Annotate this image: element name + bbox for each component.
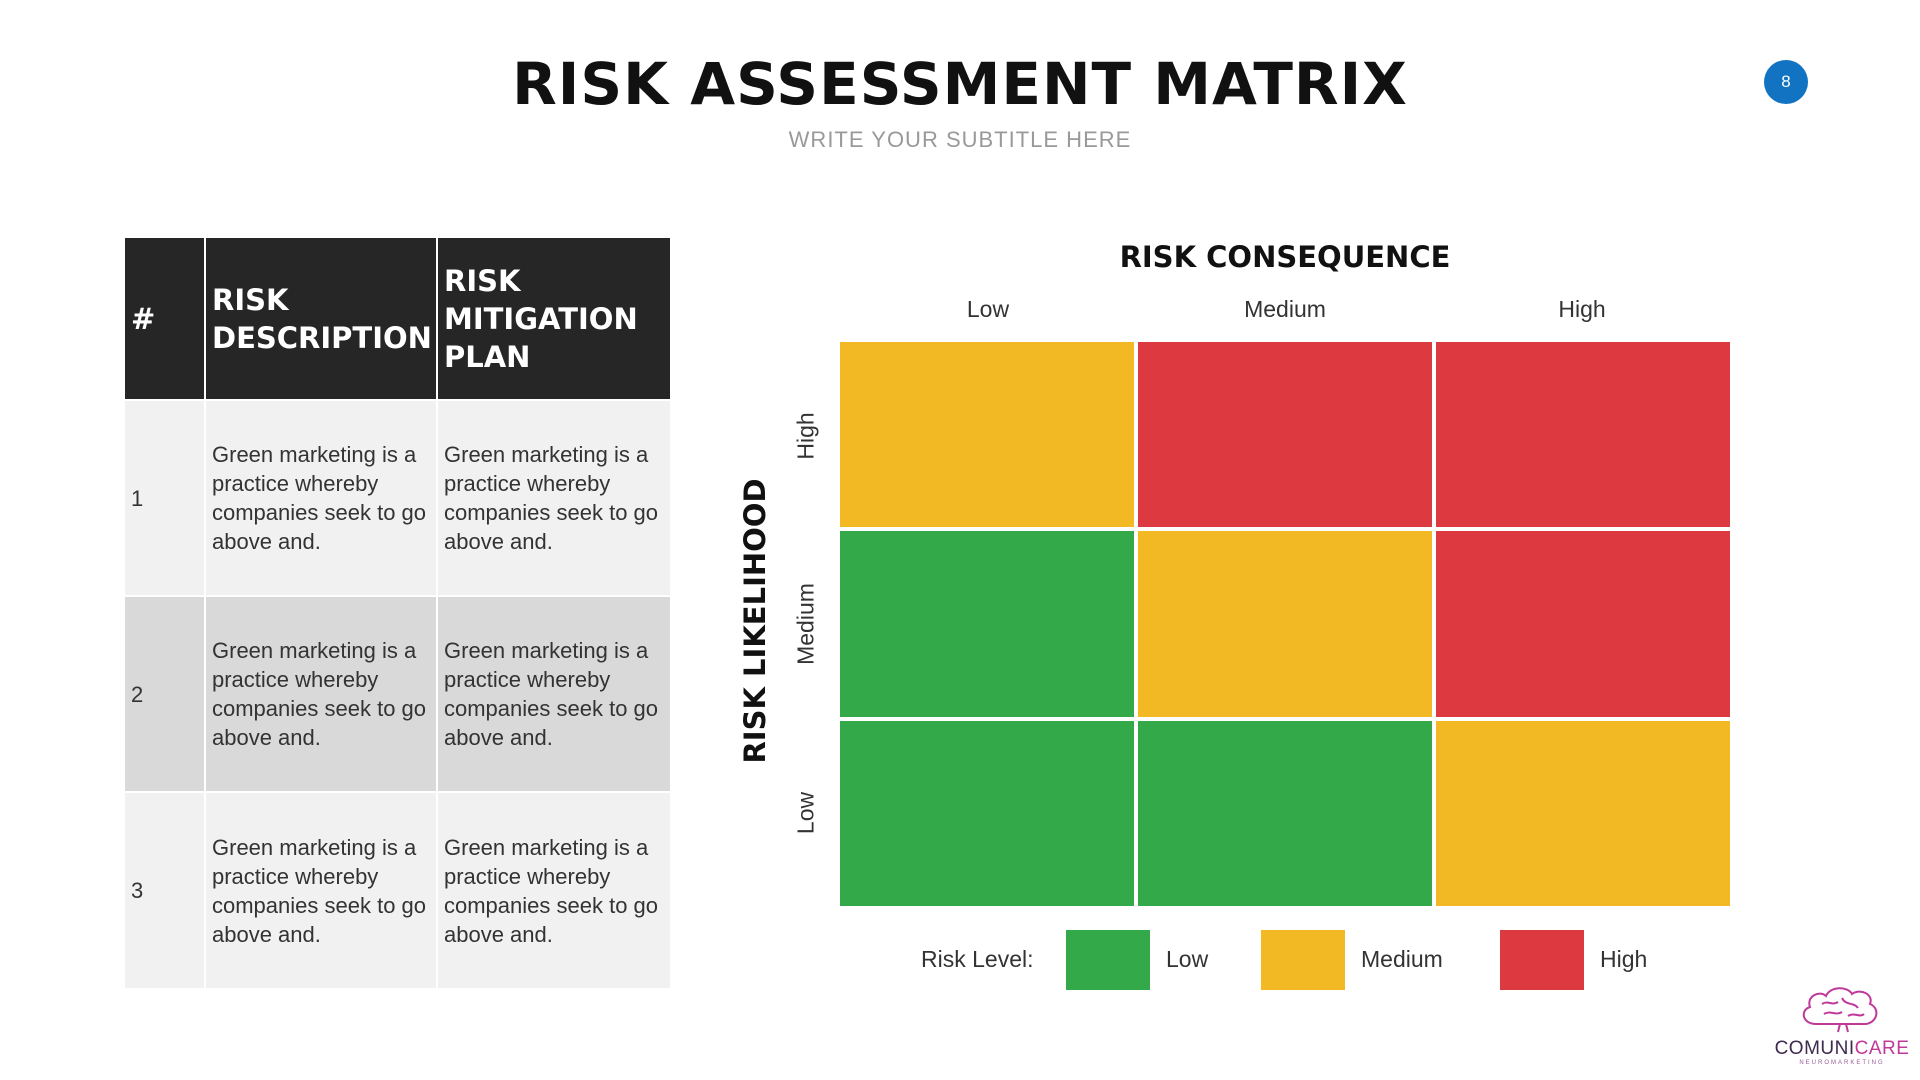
brain-icon: [1802, 987, 1878, 1033]
table-row: 3 Green marketing is a practice whereby …: [125, 791, 670, 988]
likelihood-label-high: High: [792, 412, 819, 460]
risk-mitigation-cell: Green marketing is a practice whereby co…: [437, 595, 670, 792]
column-header-risk-mitigation-plan: RISK MITIGATION PLAN: [437, 238, 670, 400]
page-title: RISK ASSESSMENT MATRIX: [512, 50, 1408, 118]
page-number-badge: 8: [1764, 60, 1808, 104]
risk-matrix-grid: [840, 342, 1730, 906]
row-number: 1: [125, 399, 206, 596]
logo-text-part2: CARE: [1854, 1038, 1910, 1059]
risk-description-cell: Green marketing is a practice whereby co…: [205, 399, 438, 596]
legend-text-medium: Medium: [1361, 946, 1443, 972]
matrix-cell-medium-likelihood-low-consequence: [840, 531, 1134, 717]
matrix-cell-high-likelihood-medium-consequence: [1138, 342, 1432, 528]
risk-description-cell: Green marketing is a practice whereby co…: [205, 595, 438, 792]
matrix-cell-low-likelihood-high-consequence: [1436, 720, 1730, 906]
consequence-label-medium: Medium: [1244, 296, 1326, 322]
legend-swatch-high: [1500, 930, 1584, 990]
matrix-cell-high-likelihood-low-consequence: [840, 342, 1134, 528]
comunicare-logo: COMUNICARE NEUROMARKETING: [1772, 980, 1912, 1070]
table-row: 2 Green marketing is a practice whereby …: [125, 595, 670, 792]
risk-mitigation-cell: Green marketing is a practice whereby co…: [437, 399, 670, 596]
consequence-label-low: Low: [966, 296, 1010, 322]
table-row: 1 Green marketing is a practice whereby …: [125, 399, 670, 596]
likelihood-label-low: Low: [792, 791, 819, 835]
page-subtitle: WRITE YOUR SUBTITLE HERE: [788, 127, 1132, 152]
row-number: 2: [125, 595, 206, 792]
legend-swatch-low: [1066, 930, 1150, 990]
column-header-number: #: [125, 238, 206, 400]
matrix-cell-low-likelihood-low-consequence: [840, 720, 1134, 906]
legend-text-low: Low: [1166, 946, 1209, 972]
consequence-label-high: High: [1558, 296, 1606, 322]
table-header-row: # RISK DESCRIPTION RISK MITIGATION PLAN: [125, 238, 670, 400]
legend-text-high: High: [1600, 946, 1648, 972]
logo-text-part1: COMUNI: [1774, 1038, 1855, 1059]
legend-label: Risk Level:: [921, 946, 1034, 972]
risk-likelihood-title: RISK LIKELIHOOD: [738, 478, 772, 764]
row-number: 3: [125, 791, 206, 988]
risk-table: # RISK DESCRIPTION RISK MITIGATION PLAN …: [125, 238, 670, 988]
likelihood-label-medium: Medium: [792, 583, 819, 665]
matrix-cell-high-likelihood-high-consequence: [1436, 342, 1730, 528]
column-header-risk-description: RISK DESCRIPTION: [205, 238, 438, 400]
matrix-cell-medium-likelihood-medium-consequence: [1138, 531, 1432, 717]
risk-description-cell: Green marketing is a practice whereby co…: [205, 791, 438, 988]
matrix-cell-low-likelihood-medium-consequence: [1138, 720, 1432, 906]
legend-swatch-medium: [1261, 930, 1345, 990]
logo-tagline: NEUROMARKETING: [1799, 1060, 1885, 1066]
matrix-cell-medium-likelihood-high-consequence: [1436, 531, 1730, 717]
logo-wordmark: COMUNICARE: [1772, 1038, 1912, 1060]
risk-consequence-title: RISK CONSEQUENCE: [1119, 240, 1451, 274]
risk-mitigation-cell: Green marketing is a practice whereby co…: [437, 791, 670, 988]
